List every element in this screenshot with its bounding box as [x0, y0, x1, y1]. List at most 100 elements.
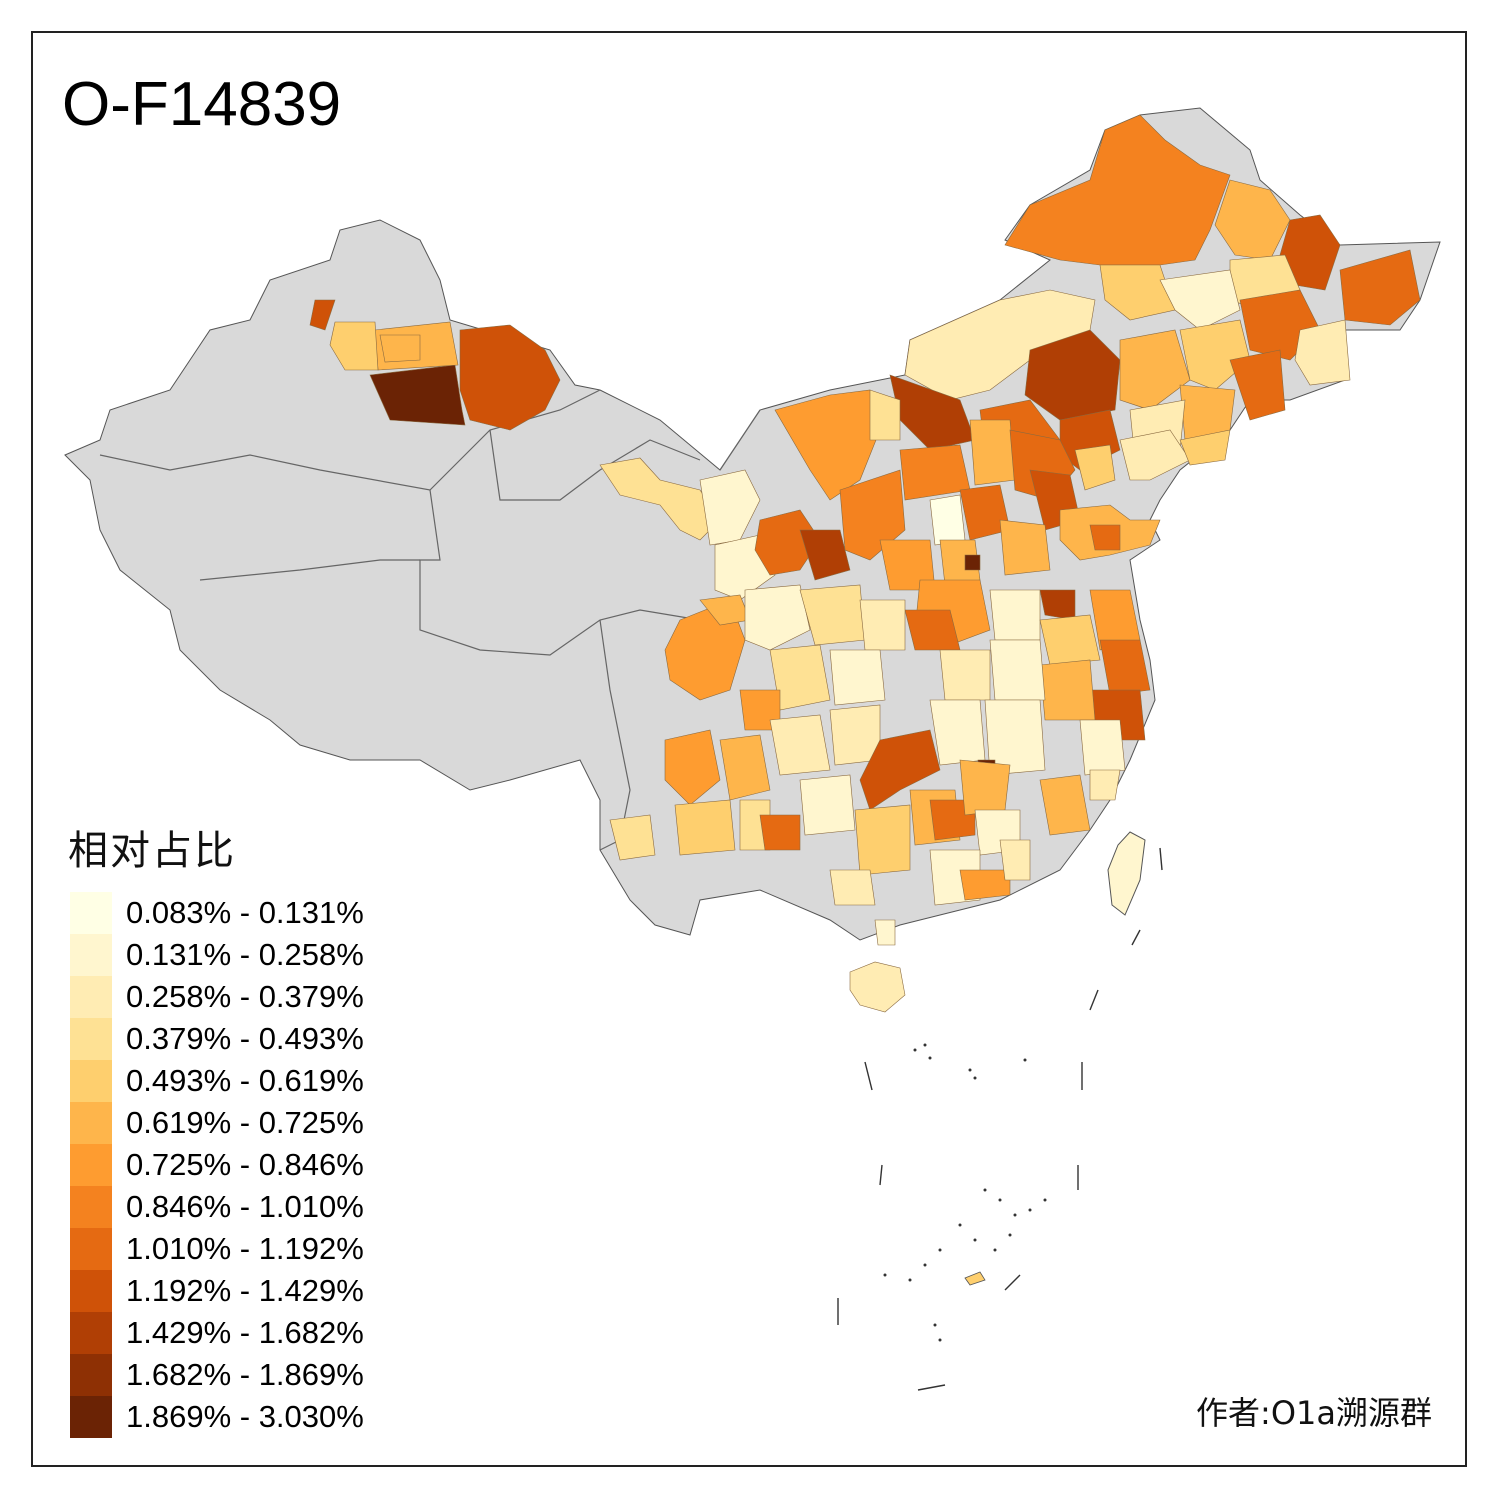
region-patch	[674, 799, 736, 856]
legend-swatch	[70, 1228, 112, 1270]
region-patch	[1279, 214, 1341, 291]
region-patch	[989, 589, 1041, 641]
region-patch	[904, 609, 961, 651]
legend-swatch	[70, 1102, 112, 1144]
region-patch	[999, 519, 1051, 576]
legend-item: 0.493% - 0.619%	[70, 1060, 364, 1102]
region-patch	[959, 759, 1011, 816]
region-patch	[799, 529, 851, 581]
island-dots	[883, 1043, 1047, 1342]
legend-rows: 0.083% - 0.131% 0.131% - 0.258% 0.258% -…	[70, 892, 364, 1438]
legend-item: 1.010% - 1.192%	[70, 1228, 364, 1270]
region-patch	[1074, 444, 1116, 491]
region-patch	[369, 364, 466, 426]
region-patch	[1039, 614, 1101, 666]
region-patch	[1159, 269, 1241, 331]
region-patch	[1004, 114, 1231, 266]
region-patch	[989, 639, 1046, 701]
region-patch	[769, 714, 831, 776]
region-patch	[964, 1271, 986, 1286]
region-patch	[759, 814, 801, 851]
region-patch	[699, 469, 761, 546]
map-legend: 相对占比 0.083% - 0.131% 0.131% - 0.258% 0.2…	[68, 818, 364, 1438]
legend-label: 0.619% - 0.725%	[126, 1105, 364, 1140]
region-patch	[899, 444, 971, 501]
region-patch	[929, 699, 986, 766]
region-patch	[969, 419, 1016, 486]
legend-swatch	[70, 1312, 112, 1354]
legend-item: 1.192% - 1.429%	[70, 1270, 364, 1312]
legend-swatch	[70, 1144, 112, 1186]
region-patch	[929, 799, 976, 841]
legend-label: 0.725% - 0.846%	[126, 1147, 364, 1182]
region-patch	[1119, 429, 1191, 481]
legend-item: 1.869% - 3.030%	[70, 1396, 364, 1438]
region-patch	[854, 804, 911, 876]
legend-label: 0.379% - 0.493%	[126, 1021, 364, 1056]
region-patch	[984, 699, 1046, 776]
author-credit: 作者:O1a溯源群	[1196, 1394, 1432, 1432]
legend-swatch	[70, 892, 112, 934]
region-patch	[1099, 264, 1176, 321]
region-patch	[664, 729, 721, 806]
region-patch	[799, 774, 856, 836]
legend-swatch	[70, 1018, 112, 1060]
legend-item: 0.379% - 0.493%	[70, 1018, 364, 1060]
region-patch	[1099, 639, 1151, 696]
legend-swatch	[70, 1396, 112, 1438]
region-patch	[1179, 429, 1231, 466]
legend-swatch	[70, 1270, 112, 1312]
legend-label: 0.258% - 0.379%	[126, 979, 364, 1014]
legend-label: 1.869% - 3.030%	[126, 1399, 364, 1434]
region-patch	[859, 729, 941, 811]
region-patch	[774, 389, 881, 501]
legend-label: 1.682% - 1.869%	[126, 1357, 364, 1392]
legend-label: 0.846% - 1.010%	[126, 1189, 364, 1224]
legend-item: 1.429% - 1.682%	[70, 1312, 364, 1354]
legend-item: 0.258% - 0.379%	[70, 976, 364, 1018]
region-patch	[999, 839, 1031, 881]
region-patch	[874, 919, 896, 946]
region-patch	[459, 324, 561, 431]
region-patch	[1039, 774, 1091, 836]
region-patch	[1229, 349, 1286, 421]
region-patch	[859, 599, 906, 651]
region-patch	[964, 554, 981, 571]
legend-item: 0.846% - 1.010%	[70, 1186, 364, 1228]
region-patch	[1339, 249, 1421, 326]
region-patch	[1179, 319, 1251, 391]
legend-label: 0.083% - 0.131%	[126, 895, 364, 930]
legend-swatch	[70, 976, 112, 1018]
legend-swatch	[70, 1354, 112, 1396]
legend-item: 0.619% - 0.725%	[70, 1102, 364, 1144]
legend-label: 1.010% - 1.192%	[126, 1231, 364, 1266]
region-patch	[1107, 831, 1146, 916]
region-patch	[829, 649, 886, 706]
legend-swatch	[70, 1186, 112, 1228]
region-patch	[1089, 769, 1121, 801]
legend-swatch	[70, 934, 112, 976]
region-patch	[1294, 319, 1351, 386]
legend-item: 0.131% - 0.258%	[70, 934, 364, 976]
region-patch	[869, 389, 901, 441]
taiwan	[1107, 831, 1146, 916]
map-frame	[31, 31, 1467, 1467]
region-patch	[829, 869, 876, 906]
region-patch	[379, 334, 421, 363]
region-patch	[1024, 329, 1121, 421]
region-patch	[309, 299, 336, 331]
region-patch	[744, 584, 811, 651]
legend-item: 0.725% - 0.846%	[70, 1144, 364, 1186]
legend-label: 0.493% - 0.619%	[126, 1063, 364, 1098]
map-title: O-F14839	[62, 70, 342, 139]
south-china-sea-lines	[837, 847, 1163, 1391]
legend-item: 1.682% - 1.869%	[70, 1354, 364, 1396]
region-patch	[1039, 659, 1096, 721]
legend-item: 0.083% - 0.131%	[70, 892, 364, 934]
region-patch	[939, 649, 991, 701]
legend-label: 0.131% - 0.258%	[126, 937, 364, 972]
choropleth-patches	[309, 114, 1421, 1013]
region-patch	[849, 961, 906, 1013]
region-patch	[1119, 329, 1191, 411]
